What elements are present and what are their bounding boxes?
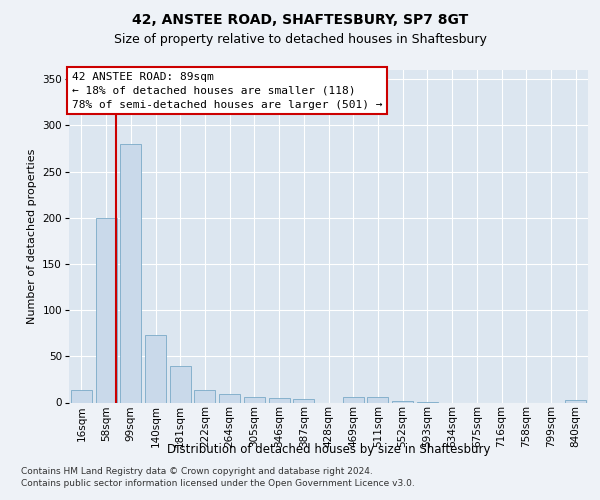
Bar [392, 400, 413, 402]
Bar [269, 398, 290, 402]
Bar [120, 144, 141, 403]
Text: Distribution of detached houses by size in Shaftesbury: Distribution of detached houses by size … [167, 442, 491, 456]
Text: Contains HM Land Registry data © Crown copyright and database right 2024.
Contai: Contains HM Land Registry data © Crown c… [21, 468, 415, 488]
Text: Size of property relative to detached houses in Shaftesbury: Size of property relative to detached ho… [113, 32, 487, 46]
Bar [244, 397, 265, 402]
Bar [219, 394, 240, 402]
Text: 42, ANSTEE ROAD, SHAFTESBURY, SP7 8GT: 42, ANSTEE ROAD, SHAFTESBURY, SP7 8GT [132, 12, 468, 26]
Text: 42 ANSTEE ROAD: 89sqm
← 18% of detached houses are smaller (118)
78% of semi-det: 42 ANSTEE ROAD: 89sqm ← 18% of detached … [71, 72, 382, 110]
Bar [343, 397, 364, 402]
Bar [145, 335, 166, 402]
Bar [293, 399, 314, 402]
Bar [565, 400, 586, 402]
Bar [194, 390, 215, 402]
Bar [95, 218, 116, 402]
Bar [170, 366, 191, 403]
Y-axis label: Number of detached properties: Number of detached properties [27, 148, 37, 324]
Bar [71, 390, 92, 402]
Bar [367, 397, 388, 402]
